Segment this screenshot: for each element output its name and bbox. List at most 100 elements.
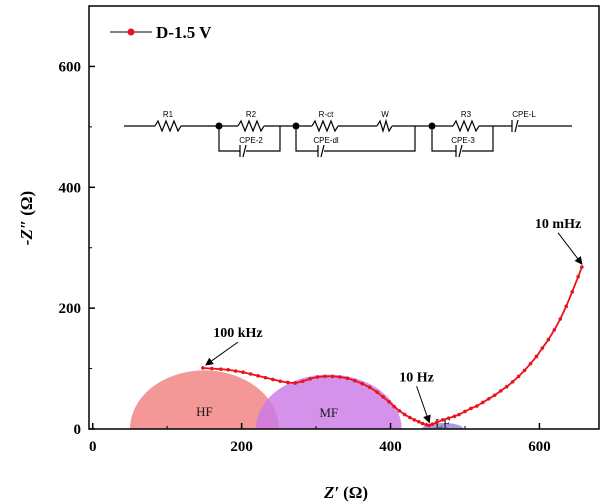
y-tick-label: 0: [74, 422, 82, 438]
data-point: [375, 390, 379, 394]
data-point: [516, 374, 521, 379]
data-point: [475, 404, 479, 408]
data-point: [463, 409, 467, 414]
circuit-label-r3: R3: [461, 110, 472, 119]
data-point: [469, 406, 473, 411]
data-point: [330, 374, 335, 379]
legend: D-1.5 V: [110, 23, 212, 42]
data-point: [315, 375, 320, 379]
data-point: [402, 412, 407, 417]
circuit-label-r1: R1: [163, 110, 174, 119]
data-point: [201, 366, 205, 370]
data-point: [498, 389, 503, 393]
data-point: [256, 374, 260, 378]
y-axis-unit: (Ω): [17, 191, 36, 216]
annotation-arrow: [416, 386, 431, 424]
data-point: [424, 422, 429, 427]
y-tick-label: 200: [59, 301, 82, 317]
region-label-hf: HF: [196, 404, 213, 419]
data-point: [528, 361, 533, 366]
data-point: [412, 418, 417, 422]
data-point: [381, 395, 385, 399]
data-point: [278, 379, 283, 384]
data-point: [300, 379, 305, 384]
data-point: [338, 375, 342, 379]
data-point: [446, 416, 451, 420]
y-axis-symbol: -Z″: [17, 220, 36, 245]
x-axis-symbol: Z′: [323, 483, 339, 502]
data-point: [430, 422, 435, 426]
data-point: [285, 380, 290, 385]
data-point: [226, 367, 231, 372]
annotation-arrow: [557, 232, 583, 265]
legend-marker: [127, 28, 135, 36]
x-tick-label: 200: [230, 439, 253, 455]
data-point: [457, 412, 461, 417]
data-point: [510, 380, 515, 384]
data-point: [308, 377, 312, 381]
data-point: [420, 421, 425, 426]
data-point: [233, 369, 238, 373]
x-tick-label: 400: [379, 439, 402, 455]
data-point: [564, 304, 569, 309]
data-point: [210, 366, 214, 371]
region-mf: [255, 374, 402, 429]
circuit-label-cpedl: CPE-dl: [313, 136, 339, 145]
data-point: [552, 328, 557, 332]
circuit-label-cpe3: CPE-3: [451, 136, 475, 145]
axes: 0 200 400 600 0 200 400 600: [59, 59, 551, 455]
data-point: [492, 393, 497, 397]
data-point: [271, 377, 275, 382]
annotation-arrow: [205, 341, 239, 366]
x-tick-label: 600: [528, 439, 551, 455]
data-point: [218, 367, 223, 371]
annotation-label: 10 mHz: [535, 217, 581, 232]
data-point: [345, 376, 350, 381]
legend-label: D-1.5 V: [156, 23, 212, 42]
y-tick-label: 400: [59, 180, 82, 196]
circuit-label-r2: R2: [246, 110, 257, 119]
region-hf: [129, 370, 279, 429]
x-axis-unit: (Ω): [343, 483, 368, 502]
circuit-label-cpe2: CPE-2: [239, 136, 263, 145]
data-point: [576, 274, 580, 279]
data-point: [367, 385, 372, 390]
data-point: [540, 346, 545, 350]
data-point: [352, 378, 357, 383]
data-point: [392, 404, 397, 409]
data-point: [397, 409, 402, 413]
data-point: [427, 423, 432, 428]
data-point: [440, 418, 445, 422]
data-point: [248, 372, 253, 376]
data-point: [546, 337, 551, 342]
data-point: [387, 400, 391, 404]
y-tick-label: 600: [59, 59, 82, 75]
data-point: [481, 400, 485, 405]
x-axis-title: Z′ (Ω): [323, 483, 368, 502]
data-point: [570, 290, 574, 294]
region-label-mf: MF: [319, 405, 338, 420]
data-point: [417, 419, 421, 424]
plot-frame: [88, 5, 600, 430]
data-point: [580, 265, 584, 269]
data-point: [263, 375, 268, 380]
data-series: [201, 265, 584, 428]
data-point: [434, 420, 439, 425]
data-point: [241, 370, 245, 374]
data-point: [558, 317, 563, 321]
data-point: [522, 368, 527, 373]
circuit-label-w: W: [381, 110, 389, 119]
data-point: [360, 381, 365, 386]
data-point: [452, 414, 457, 419]
data-point: [408, 415, 412, 420]
x-tick-label: 0: [89, 439, 97, 455]
circuit-label-cpel: CPE-L: [512, 110, 536, 119]
equivalent-circuit-inset: R1 R2 CPE-2 R-ct W CPE-dl R3 CPE-3 CPE-L: [124, 110, 572, 158]
annotation-label: 10 Hz: [399, 370, 434, 385]
data-point: [293, 381, 298, 385]
annotations: 100 kHz 10 Hz 10 mHz: [205, 217, 583, 424]
circuit-label-rct: R-ct: [319, 110, 334, 119]
annotation-label: 100 kHz: [213, 326, 262, 341]
